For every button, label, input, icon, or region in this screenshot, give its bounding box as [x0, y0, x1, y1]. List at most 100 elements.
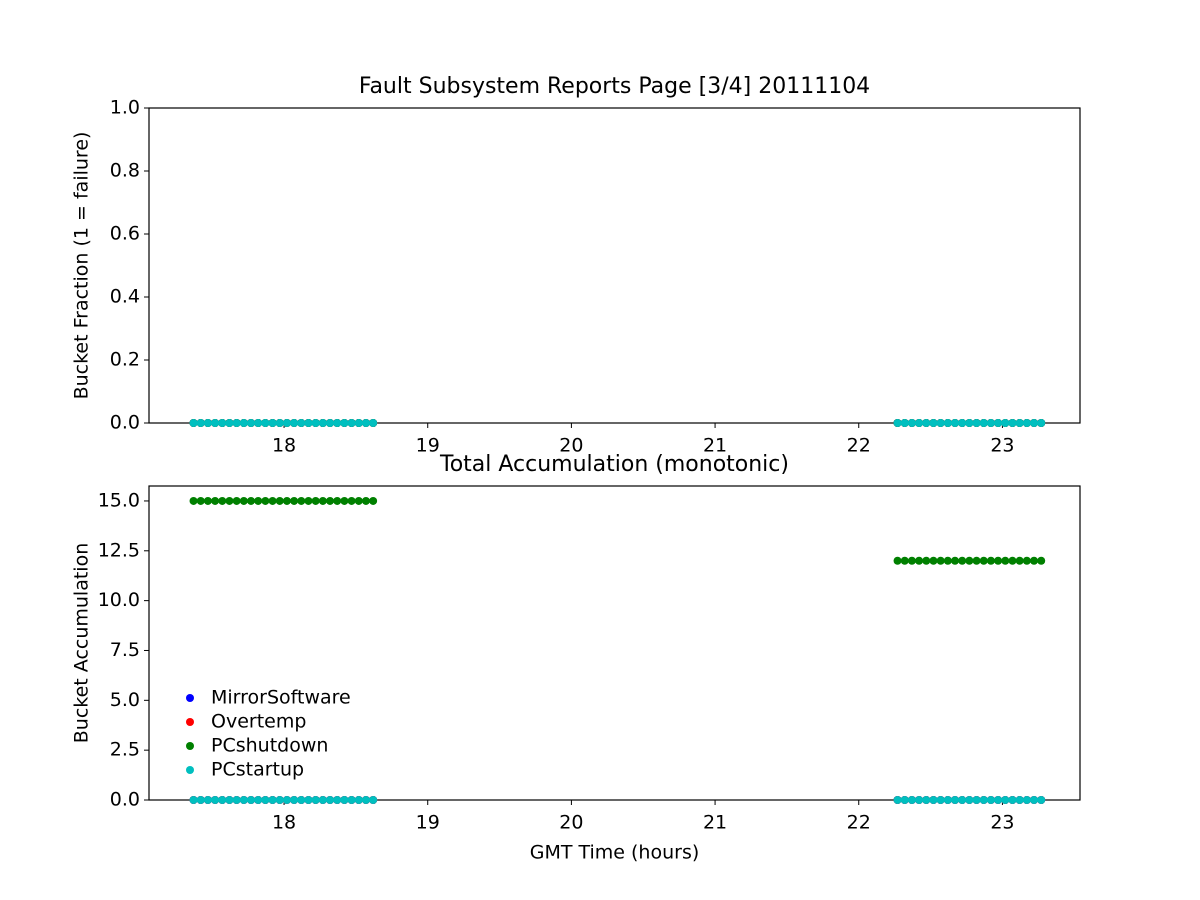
- data-point: [196, 496, 205, 505]
- data-point: [958, 556, 967, 565]
- data-point: [218, 796, 227, 804]
- data-point: [907, 419, 916, 427]
- x-tick-label: 20: [559, 435, 583, 457]
- data-point: [951, 556, 960, 565]
- y-tick-label: 1.0: [110, 97, 140, 119]
- data-point: [907, 796, 916, 804]
- data-point: [247, 419, 256, 427]
- x-tick-label: 22: [847, 812, 871, 834]
- data-point: [326, 796, 335, 804]
- legend-marker: [186, 766, 194, 774]
- data-point: [196, 419, 205, 427]
- data-point: [354, 496, 363, 505]
- plot-frame: [148, 107, 1081, 424]
- data-point: [211, 496, 220, 505]
- data-point: [972, 419, 981, 427]
- y-tick-label: 7.5: [110, 639, 140, 661]
- data-point: [232, 496, 241, 505]
- data-point: [972, 796, 981, 804]
- data-point: [361, 496, 370, 505]
- data-point: [1022, 419, 1031, 427]
- data-point: [369, 419, 378, 427]
- legend-marker: [186, 718, 194, 726]
- data-point: [225, 796, 234, 804]
- data-point: [1015, 419, 1024, 427]
- data-point: [900, 556, 909, 565]
- data-point: [915, 556, 924, 565]
- data-point: [311, 796, 320, 804]
- data-point: [225, 496, 234, 505]
- data-point: [1037, 796, 1046, 804]
- data-point: [326, 496, 335, 505]
- data-point: [922, 796, 931, 804]
- data-point: [986, 419, 995, 427]
- data-point: [290, 796, 299, 804]
- data-point: [965, 556, 974, 565]
- data-point: [979, 796, 988, 804]
- data-point: [922, 556, 931, 565]
- y-tick-label: 2.5: [110, 739, 140, 761]
- data-point: [340, 796, 349, 804]
- data-point: [893, 796, 902, 804]
- x-tick-label: 20: [559, 812, 583, 834]
- y-tick-label: 0.8: [110, 160, 140, 182]
- data-point: [290, 419, 299, 427]
- data-point: [354, 419, 363, 427]
- x-tick-label: 23: [990, 435, 1014, 457]
- chart-title: Fault Subsystem Reports Page [3/4] 20111…: [359, 74, 870, 99]
- data-point: [211, 796, 220, 804]
- data-point: [347, 796, 356, 804]
- data-point: [189, 796, 198, 804]
- data-point: [1022, 556, 1031, 565]
- data-point: [254, 796, 263, 804]
- data-point: [900, 796, 909, 804]
- y-tick-label: 5.0: [110, 689, 140, 711]
- data-point: [225, 419, 234, 427]
- data-point: [1030, 419, 1039, 427]
- data-point: [340, 496, 349, 505]
- data-point: [915, 419, 924, 427]
- data-point: [261, 419, 270, 427]
- data-point: [326, 419, 335, 427]
- data-point: [318, 496, 327, 505]
- data-point: [239, 796, 248, 804]
- data-point: [347, 496, 356, 505]
- data-point: [189, 496, 198, 505]
- data-point: [1030, 796, 1039, 804]
- data-point: [268, 419, 277, 427]
- data-point: [936, 556, 945, 565]
- data-point: [247, 496, 256, 505]
- data-point: [965, 796, 974, 804]
- data-point: [203, 419, 212, 427]
- data-point: [254, 496, 263, 505]
- data-point: [254, 419, 263, 427]
- data-point: [915, 796, 924, 804]
- data-point: [203, 496, 212, 505]
- x-tick-label: 23: [990, 812, 1014, 834]
- y-tick-label: 0.6: [110, 223, 140, 245]
- legend-marker: [186, 742, 194, 750]
- data-point: [361, 796, 370, 804]
- data-point: [1008, 796, 1017, 804]
- data-point: [275, 796, 284, 804]
- x-axis-label: GMT Time (hours): [530, 842, 700, 864]
- y-tick-label: 10.0: [98, 589, 140, 611]
- data-point: [893, 419, 902, 427]
- y-tick-label: 0.0: [110, 789, 140, 811]
- data-point: [893, 556, 902, 565]
- data-point: [333, 496, 342, 505]
- data-point: [929, 556, 938, 565]
- data-point: [239, 496, 248, 505]
- data-point: [304, 419, 313, 427]
- data-point: [268, 796, 277, 804]
- data-point: [333, 419, 342, 427]
- x-tick-label: 21: [703, 812, 727, 834]
- x-tick-label: 18: [272, 812, 296, 834]
- legend-label: PCstartup: [211, 759, 304, 781]
- data-point: [275, 496, 284, 505]
- x-tick-label: 21: [703, 435, 727, 457]
- data-point: [297, 419, 306, 427]
- data-point: [986, 796, 995, 804]
- data-point: [1008, 556, 1017, 565]
- data-point: [979, 556, 988, 565]
